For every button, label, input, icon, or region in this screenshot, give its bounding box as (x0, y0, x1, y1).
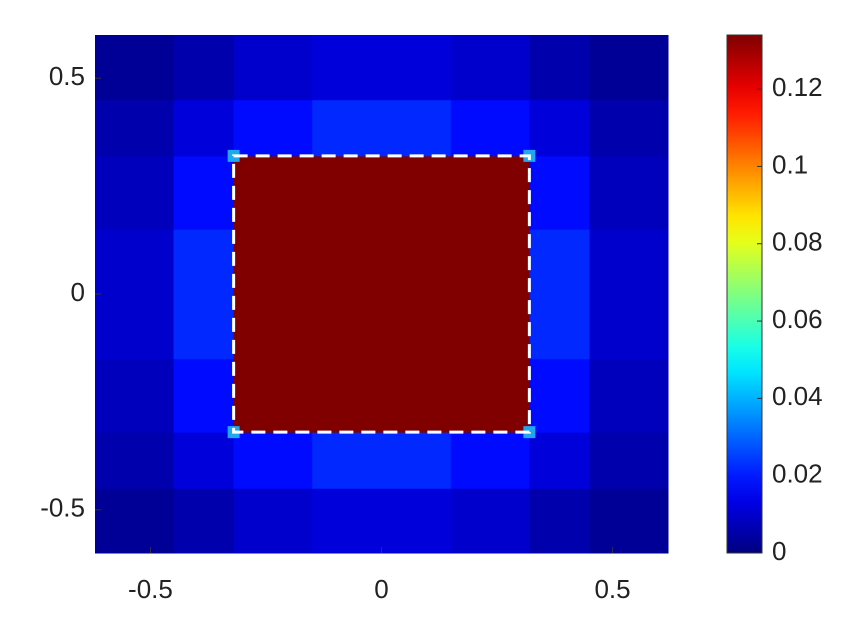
y-tick-label: 0.5 (49, 61, 85, 91)
heat-cell (95, 35, 175, 101)
heat-cell (450, 488, 530, 554)
heat-cell (529, 358, 590, 433)
heat-cell (233, 358, 313, 433)
heat-cell (450, 35, 530, 101)
heat-cell (589, 155, 669, 230)
heat-cell (233, 99, 313, 157)
heat-cell (173, 432, 235, 489)
heat-cell (95, 488, 175, 554)
heat-cell (173, 155, 235, 230)
heat-cell (173, 229, 235, 360)
colorbar-tick-label: 0.02 (772, 459, 823, 489)
colorbar-tick-label: 0.08 (772, 227, 823, 257)
heat-cell (173, 488, 235, 554)
colorbar-tick-label: 0 (772, 536, 786, 566)
heat-cell (95, 155, 175, 230)
colorbar (726, 34, 763, 554)
colorbar-tick-label: 0.04 (772, 381, 823, 411)
heat-cell (173, 358, 235, 433)
heat-cell (450, 229, 530, 360)
heat-cell (589, 35, 669, 101)
heat-cell (312, 155, 452, 230)
heat-cell (233, 155, 313, 230)
x-tick-label: 0.5 (594, 574, 630, 604)
heat-cell (233, 488, 313, 554)
heat-cell (312, 358, 452, 433)
heat-cell (95, 99, 175, 157)
heat-cell (173, 35, 235, 101)
heat-cell (312, 99, 452, 157)
heat-cell (529, 432, 590, 489)
heat-cell (95, 358, 175, 433)
y-tick-label: 0 (71, 277, 85, 307)
heat-cell (529, 155, 590, 230)
heat-cell (233, 229, 313, 360)
heat-cell (173, 99, 235, 157)
heat-cell (589, 488, 669, 554)
heat-cell (529, 99, 590, 157)
heat-cell (312, 432, 452, 489)
colorbar-tick-label: 0.06 (772, 304, 823, 334)
colorbar-tick-label: 0.12 (772, 72, 823, 102)
x-tick-label: -0.5 (128, 574, 173, 604)
heat-cell (312, 488, 452, 554)
heat-cell (589, 358, 669, 433)
heat-cell (450, 99, 530, 157)
heat-cell (529, 35, 590, 101)
y-tick-label: -0.5 (40, 493, 85, 523)
x-tick-label: 0 (374, 574, 388, 604)
heat-cell (450, 155, 530, 230)
heat-cell (589, 229, 669, 360)
heat-cell (529, 229, 590, 360)
heat-cell (450, 358, 530, 433)
heat-cell (233, 432, 313, 489)
heat-cell (312, 229, 452, 360)
heat-cell (95, 432, 175, 489)
colorbar-tick-label: 0.1 (772, 149, 808, 179)
heat-cell (450, 432, 530, 489)
heat-cell (312, 35, 452, 101)
heat-cell (589, 432, 669, 489)
heat-cell (95, 229, 175, 360)
heat-cell (589, 99, 669, 157)
heat-cell (529, 488, 590, 554)
heat-cell (233, 35, 313, 101)
